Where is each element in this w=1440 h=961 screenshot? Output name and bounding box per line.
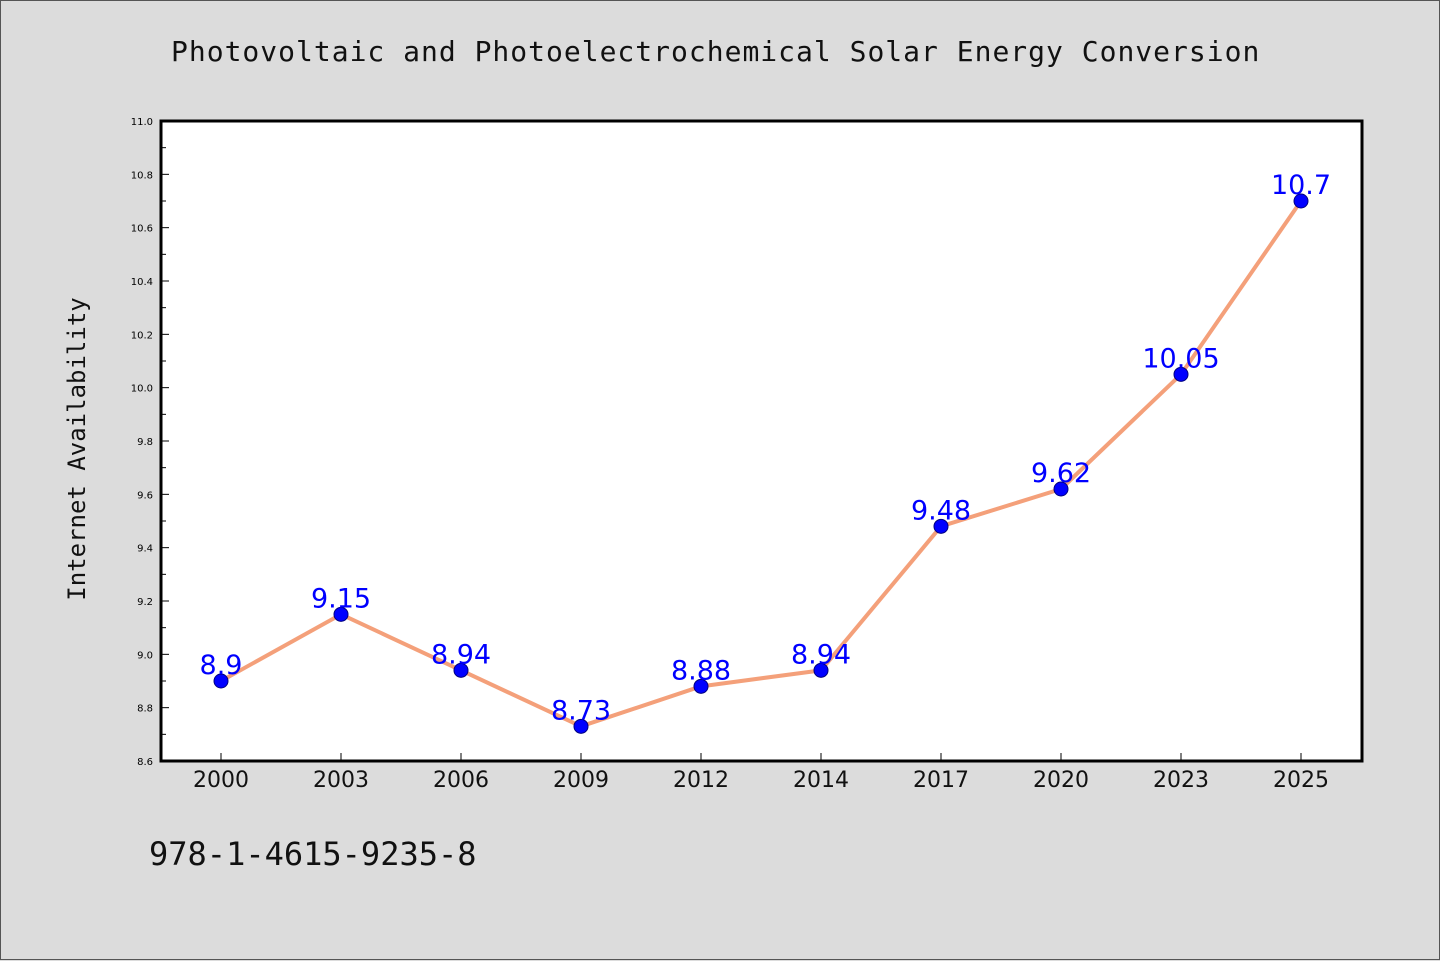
data-label: 8.73 bbox=[551, 695, 611, 726]
y-tick-label: 10.6 bbox=[131, 224, 153, 235]
y-tick-label: 9.8 bbox=[137, 437, 153, 448]
x-tick-label: 2006 bbox=[433, 768, 489, 793]
data-point bbox=[1293, 193, 1309, 209]
data-point bbox=[693, 678, 709, 694]
series-line bbox=[219, 199, 1303, 729]
data-label: 8.88 bbox=[671, 655, 731, 686]
y-tick-label: 9.6 bbox=[137, 490, 153, 501]
footer-isbn: 978-1-4615-9235-8 bbox=[149, 835, 477, 873]
x-tick-label: 2003 bbox=[313, 768, 369, 793]
data-point bbox=[933, 518, 949, 534]
x-tick-label: 2020 bbox=[1033, 768, 1089, 793]
x-axis: 2000 2003 2006 2009 2012 2014 2017 2020 2023 2025 bbox=[193, 753, 1329, 793]
y-tick-label: 10.4 bbox=[131, 277, 153, 288]
x-tick-label: 2014 bbox=[793, 768, 849, 793]
data-point bbox=[1173, 366, 1189, 382]
plot-area bbox=[159, 119, 1364, 763]
data-point bbox=[213, 673, 229, 689]
y-tick-label: 8.6 bbox=[137, 757, 153, 768]
data-point bbox=[573, 718, 589, 734]
series-layer: 8.9 9.15 8.94 8.73 8.88 8.94 9.48 9.62 10.05 10.7 bbox=[200, 170, 1331, 734]
data-label: 9.48 bbox=[911, 495, 971, 526]
y-tick-label: 11.0 bbox=[131, 117, 153, 128]
y-tick-label: 10.2 bbox=[131, 330, 153, 341]
y-tick-label: 9.0 bbox=[137, 650, 153, 661]
y-tick-label: 9.2 bbox=[137, 597, 153, 608]
data-point bbox=[1053, 481, 1069, 497]
y-tick-label: 9.4 bbox=[137, 544, 153, 555]
x-tick-label: 2000 bbox=[193, 768, 249, 793]
y-tick-label: 8.8 bbox=[137, 704, 153, 715]
x-tick-label: 2025 bbox=[1273, 768, 1329, 793]
x-tick-label: 2012 bbox=[673, 768, 729, 793]
chart-title: Photovoltaic and Photoelectrochemical So… bbox=[171, 35, 1261, 68]
x-tick-label: 2017 bbox=[913, 768, 969, 793]
data-label: 8.94 bbox=[791, 639, 851, 670]
y-axis-label: Internet Availability bbox=[63, 297, 91, 600]
y-tick-label: 10.0 bbox=[131, 384, 153, 395]
data-label: 8.94 bbox=[431, 639, 491, 670]
data-point bbox=[333, 606, 349, 622]
y-axis: 8.6 8.8 9.0 9.2 9.4 9.6 9.8 10.0 10.2 10.4 10.6 10.… bbox=[131, 117, 169, 768]
data-label: 10.7 bbox=[1271, 170, 1331, 201]
x-tick-label: 2023 bbox=[1153, 768, 1209, 793]
data-point bbox=[813, 662, 829, 678]
x-tick-label: 2009 bbox=[553, 768, 609, 793]
data-label: 8.9 bbox=[200, 650, 243, 681]
data-label: 9.62 bbox=[1031, 458, 1091, 489]
y-tick-label: 10.8 bbox=[131, 170, 153, 181]
data-label: 9.15 bbox=[311, 583, 371, 614]
data-point bbox=[453, 662, 469, 678]
data-label: 10.05 bbox=[1142, 343, 1219, 374]
